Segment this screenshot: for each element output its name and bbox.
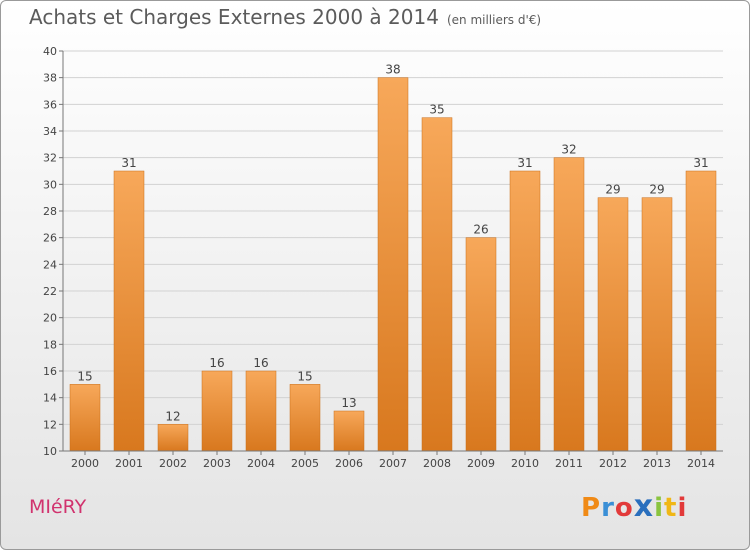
- data-label: 38: [385, 63, 400, 77]
- bar-2010: [509, 170, 541, 452]
- proxiti-logo: Proxiti: [581, 489, 687, 524]
- x-tick-label: 2009: [467, 457, 495, 470]
- logo-letter: P: [581, 493, 602, 523]
- y-tick-label: 12: [43, 418, 57, 431]
- x-tick-label: 2013: [643, 457, 671, 470]
- data-label: 31: [121, 156, 136, 170]
- bar-2009: [465, 237, 497, 452]
- bar-2013: [641, 197, 673, 452]
- y-tick-label: 18: [43, 338, 57, 351]
- data-label: 15: [77, 369, 92, 383]
- data-label: 12: [165, 409, 180, 423]
- x-tick-label: 2002: [159, 457, 187, 470]
- x-tick-label: 2004: [247, 457, 275, 470]
- y-tick-label: 22: [43, 285, 57, 298]
- bar-2005: [289, 384, 321, 452]
- logo-letter: x: [633, 489, 655, 524]
- y-tick-label: 28: [43, 205, 57, 218]
- logo-letter: i: [654, 493, 665, 523]
- x-tick-label: 2006: [335, 457, 363, 470]
- x-tick-label: 2008: [423, 457, 451, 470]
- y-tick-label: 40: [43, 45, 57, 58]
- y-tick-label: 26: [43, 232, 57, 245]
- title-text: Achats et Charges Externes 2000 à 2014: [29, 5, 439, 29]
- x-tick-label: 2010: [511, 457, 539, 470]
- y-tick-label: 24: [43, 258, 57, 271]
- y-tick-label: 36: [43, 98, 57, 111]
- data-label: 16: [253, 356, 268, 370]
- x-tick-label: 2005: [291, 457, 319, 470]
- bar-2011: [553, 157, 585, 452]
- data-label: 29: [605, 183, 620, 197]
- bar-2014: [685, 170, 717, 452]
- y-tick-label: 34: [43, 125, 57, 138]
- logo-letter: r: [601, 493, 615, 523]
- x-tick-label: 2001: [115, 457, 143, 470]
- chart-title: Achats et Charges Externes 2000 à 2014 (e…: [29, 5, 541, 29]
- bar-2004: [245, 370, 277, 452]
- bar-2008: [421, 117, 453, 452]
- bar-2006: [333, 410, 365, 452]
- bar-2000: [69, 384, 101, 452]
- x-tick-label: 2003: [203, 457, 231, 470]
- data-label: 31: [517, 156, 532, 170]
- logo-letter: i: [677, 493, 688, 523]
- x-tick-label: 2012: [599, 457, 627, 470]
- y-tick-label: 38: [43, 72, 57, 85]
- x-tick-label: 2014: [687, 457, 715, 470]
- y-tick-label: 20: [43, 312, 57, 325]
- data-label: 32: [561, 143, 576, 157]
- bars-group: [69, 77, 717, 452]
- x-tick-label: 2007: [379, 457, 407, 470]
- x-tick-label: 2000: [71, 457, 99, 470]
- y-tick-label: 30: [43, 178, 57, 191]
- data-label: 31: [693, 156, 708, 170]
- y-tick-label: 14: [43, 392, 57, 405]
- axes-group: [59, 50, 723, 455]
- bar-2012: [597, 197, 629, 452]
- bar-2002: [157, 424, 189, 452]
- data-label: 35: [429, 103, 444, 117]
- data-label: 29: [649, 183, 664, 197]
- data-label: 13: [341, 396, 356, 410]
- labels-group: 10 12 14 16 18 20 22 24 26 28 30 32 34 36 38 40 15 2000 31…: [43, 45, 715, 470]
- y-tick-label: 16: [43, 365, 57, 378]
- data-label: 16: [209, 356, 224, 370]
- commune-name: MIéRY: [29, 496, 87, 518]
- logo-letter: t: [664, 493, 678, 523]
- x-tick-label: 2011: [555, 457, 583, 470]
- y-tick-label: 32: [43, 152, 57, 165]
- bar-2007: [377, 77, 409, 452]
- chart-subtitle: (en milliers d'€): [446, 13, 542, 27]
- logo-letter: o: [614, 493, 634, 523]
- y-tick-label: 10: [43, 445, 57, 458]
- data-label: 15: [297, 369, 312, 383]
- data-label: 26: [473, 223, 488, 237]
- bar-2003: [201, 370, 233, 452]
- bar-2001: [113, 170, 145, 452]
